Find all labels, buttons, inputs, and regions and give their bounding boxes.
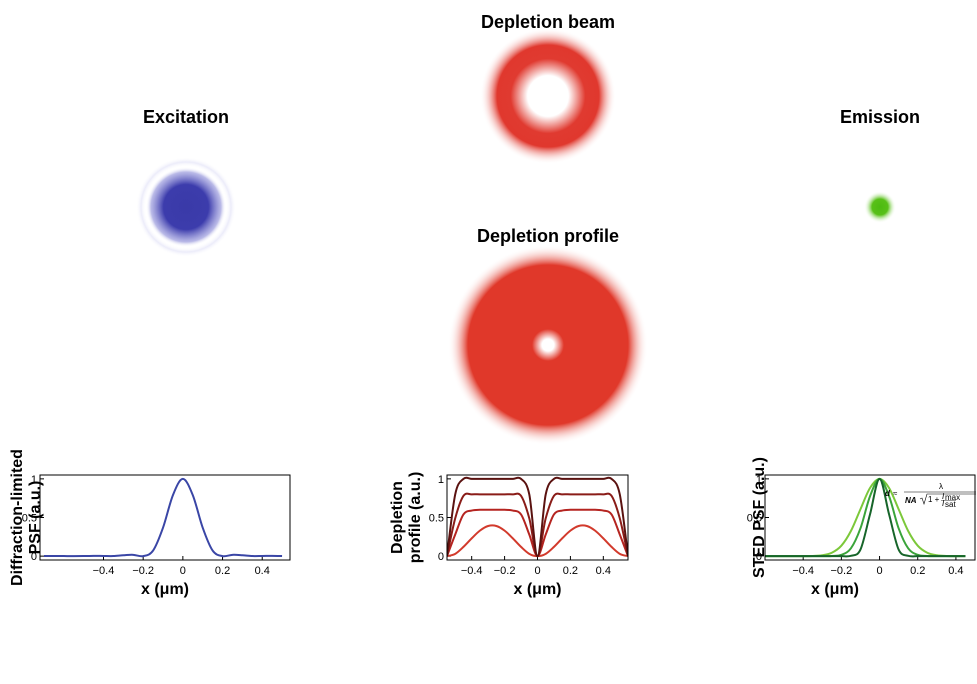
y-tick-label: 1 [438,474,444,486]
x-tick-label: −0.4 [792,565,814,577]
x-tick-label: −0.2 [831,565,853,577]
formula-text: I [942,492,945,501]
x-tick-label: 0 [180,565,186,577]
x-tick-label: 0.4 [596,565,611,577]
formula-text: NA [905,496,917,505]
y-tick-label: 0.5 [747,513,762,525]
x-tick-label: 0.4 [255,565,270,577]
x-tick-label: 0 [534,565,540,577]
x-axis-label: x (μm) [141,581,189,598]
series-line [447,476,628,558]
plot-frame [764,474,976,561]
formula-text: ≈ [893,489,898,498]
y-tick-label: 1 [756,474,762,486]
plot-frame [39,474,291,561]
y-axis-label: Depletion [389,481,406,554]
formula-text: I [942,499,945,508]
formula-text: 1 + [928,495,940,504]
excitation-spot [136,157,236,257]
x-tick-label: 0.2 [910,565,925,577]
y-tick-label: 0 [31,551,37,563]
depletion-profile-spot [448,245,648,445]
x-tick-label: 0.2 [215,565,230,577]
x-tick-label: 0.4 [948,565,963,577]
formula-text: sat [945,500,956,509]
y-tick-label: 0 [438,551,444,563]
y-tick-label: 0.5 [22,513,37,525]
panel-title: Excitation [143,107,229,127]
series-line [765,477,966,558]
x-tick-label: −0.4 [93,565,115,577]
depletion-beam-spot [480,28,616,164]
x-axis-label: x (μm) [513,581,561,598]
series-line [447,508,628,558]
y-axis-label: Diffraction-limited [9,449,26,586]
series-line [765,477,966,558]
panel-title: Depletion beam [481,12,615,32]
series-line [43,477,283,558]
emission-spot [864,191,896,223]
formula-text: max [945,493,960,502]
x-axis-label: x (μm) [811,581,859,598]
y-tick-label: 0.5 [429,513,444,525]
y-axis-label: profile (a.u.) [407,472,424,564]
series-line [447,492,628,558]
series-line [765,477,966,558]
sqrt-sign [919,493,976,505]
y-tick-label: 0 [756,551,762,563]
series-line [447,524,628,558]
x-tick-label: −0.2 [494,565,516,577]
x-tick-label: −0.4 [461,565,483,577]
y-axis-label: STED PSF (a.u.) [751,457,768,578]
x-tick-label: −0.2 [132,565,154,577]
plot-frame [446,474,629,561]
y-tick-label: 1 [31,474,37,486]
x-tick-label: 0 [876,565,882,577]
y-axis-label: PSF (a.u.) [27,481,44,555]
formula-text: d [885,489,891,498]
panel-title: Depletion profile [477,226,619,246]
formula-text: λ [939,482,943,491]
x-tick-label: 0.2 [563,565,578,577]
panel-title: Emission [840,107,920,127]
